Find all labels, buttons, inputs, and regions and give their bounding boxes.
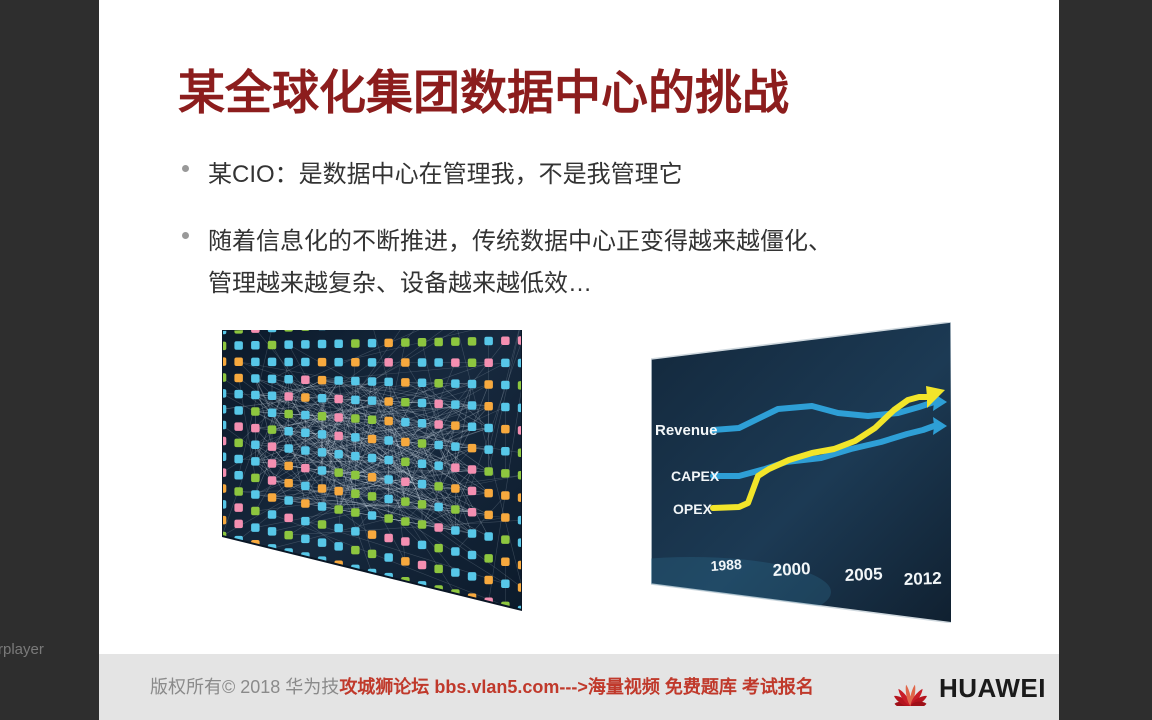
svg-text:CAPEX: CAPEX	[671, 468, 720, 484]
svg-text:Revenue: Revenue	[655, 422, 718, 439]
svg-text:1988: 1988	[710, 556, 742, 574]
svg-text:2005: 2005	[844, 564, 883, 585]
svg-text:OPEX: OPEX	[673, 501, 713, 517]
svg-text:2000: 2000	[772, 559, 811, 580]
svg-text:2012: 2012	[903, 569, 941, 589]
